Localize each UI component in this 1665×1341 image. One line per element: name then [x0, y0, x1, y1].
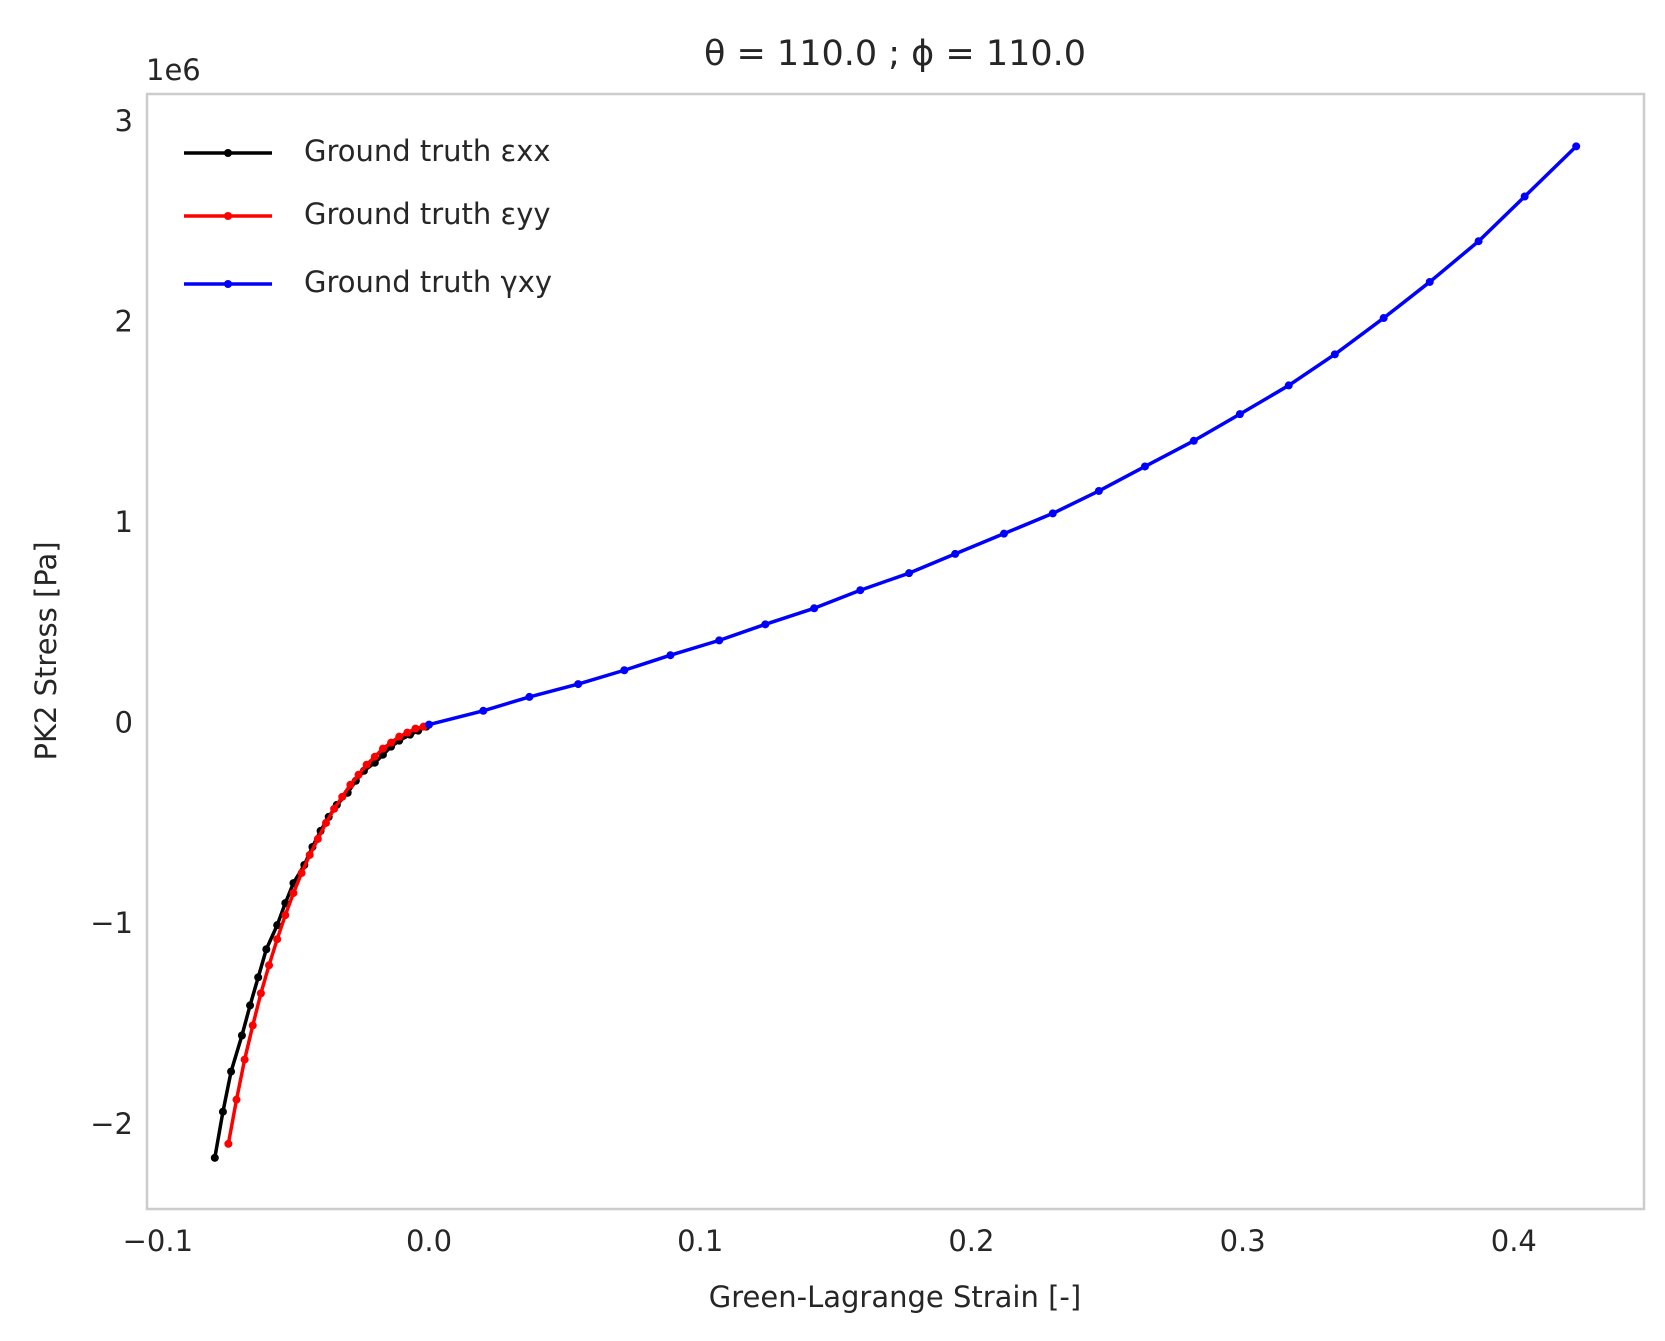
data-point	[338, 792, 347, 801]
x-tick-label: 0.4	[1491, 1224, 1537, 1258]
data-point	[210, 1153, 219, 1162]
legend-label: Ground truth εxx	[304, 134, 551, 168]
data-point	[297, 869, 306, 878]
data-point	[256, 989, 265, 998]
data-point	[387, 738, 396, 747]
data-point	[265, 961, 274, 970]
chart-title: θ = 110.0 ; ϕ = 110.0	[704, 34, 1086, 74]
data-point	[313, 834, 322, 843]
data-point	[273, 921, 282, 930]
legend-marker	[224, 149, 232, 157]
x-tick-label: 0.3	[1220, 1224, 1266, 1258]
data-point	[1572, 142, 1581, 151]
data-point	[305, 850, 314, 859]
data-point	[227, 1067, 236, 1076]
data-point	[289, 889, 298, 898]
legend-marker	[224, 212, 232, 220]
data-point	[425, 720, 434, 729]
y-axis-label: PK2 Stress [Pa]	[29, 541, 63, 760]
data-point	[370, 752, 379, 761]
data-point	[1141, 462, 1149, 471]
data-point	[1094, 486, 1103, 495]
data-point	[479, 706, 488, 715]
data-point	[1235, 410, 1244, 419]
data-point	[1284, 381, 1293, 390]
data-point	[1474, 237, 1483, 246]
data-point	[378, 744, 387, 753]
data-point	[620, 666, 629, 675]
data-point	[411, 724, 420, 733]
data-point	[856, 586, 865, 595]
y-tick-label: 1	[115, 505, 133, 539]
data-point	[321, 818, 330, 827]
data-point	[574, 680, 583, 689]
data-point	[281, 911, 290, 920]
y-tick-label: 3	[115, 104, 133, 138]
data-point	[951, 549, 960, 558]
plot-frame	[145, 92, 1646, 1211]
data-point	[330, 804, 339, 813]
y-tick-label: −1	[90, 906, 133, 940]
data-point	[403, 728, 412, 737]
legend-label: Ground truth εyy	[304, 197, 551, 231]
y-tick-label: 0	[115, 706, 133, 740]
data-point	[240, 1055, 249, 1064]
data-point	[246, 1001, 255, 1010]
data-point	[666, 651, 675, 660]
data-point	[237, 1031, 246, 1040]
data-point	[1048, 509, 1057, 518]
data-point	[395, 732, 404, 741]
data-point	[761, 620, 770, 629]
y-tick-label: −2	[90, 1107, 133, 1141]
data-point	[354, 770, 363, 779]
x-tick-label: −0.1	[123, 1224, 193, 1258]
data-point	[254, 973, 263, 982]
data-point	[218, 1107, 227, 1116]
data-point	[362, 760, 371, 769]
data-point	[224, 1139, 233, 1148]
data-point	[346, 780, 355, 789]
data-point	[1330, 350, 1339, 359]
data-point	[232, 1095, 241, 1104]
legend-marker	[224, 280, 232, 288]
data-point	[262, 945, 271, 954]
data-point	[1379, 314, 1388, 323]
data-point	[715, 636, 724, 645]
data-point	[1425, 277, 1434, 286]
data-point	[248, 1021, 257, 1030]
y-tick-label: 2	[115, 304, 133, 338]
x-tick-label: 0.2	[948, 1224, 994, 1258]
y-offset-label: 1e6	[146, 53, 201, 87]
data-point	[273, 935, 282, 944]
data-point	[905, 569, 914, 578]
x-axis-label: Green-Lagrange Strain [-]	[709, 1280, 1081, 1314]
x-tick-label: 0.0	[406, 1224, 452, 1258]
legend-label: Ground truth γxy	[304, 265, 552, 299]
data-point	[525, 692, 534, 701]
data-point	[999, 529, 1008, 538]
x-tick-label: 0.1	[677, 1224, 723, 1258]
data-point	[810, 604, 819, 613]
data-point	[1189, 436, 1198, 445]
data-point	[1520, 192, 1529, 201]
